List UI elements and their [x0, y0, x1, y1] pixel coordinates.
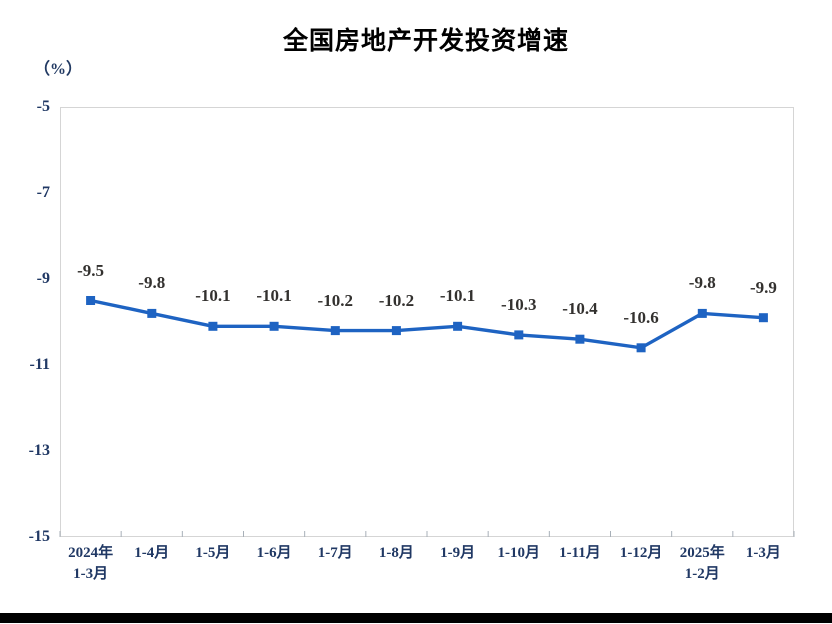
- data-point-label: -9.8: [688, 273, 716, 293]
- x-tick-label: 2024年 1-3月: [68, 545, 114, 582]
- series-marker: [697, 308, 707, 318]
- data-point-label: -10.2: [378, 290, 415, 310]
- x-tick-label: 1-4月: [134, 545, 170, 561]
- series-marker: [147, 308, 157, 318]
- series-line: [88, 298, 766, 350]
- data-point-label: -10.2: [317, 290, 353, 310]
- x-tick-label: 1-8月: [378, 545, 414, 561]
- y-axis-unit-label: （%）: [34, 61, 83, 78]
- y-tick-label: -15: [28, 528, 50, 545]
- data-point-label: -10.3: [501, 294, 537, 314]
- y-tick-label: -13: [28, 442, 50, 459]
- x-tick-label: 1-9月: [440, 545, 476, 561]
- series-marker: [453, 321, 463, 331]
- series-marker: [330, 326, 340, 336]
- x-tick-label: 1-11月: [559, 545, 601, 561]
- data-point-label: -10.1: [195, 286, 231, 306]
- series-marker: [86, 296, 96, 305]
- series-marker: [514, 330, 524, 340]
- y-tick-label: -5: [36, 98, 50, 115]
- series-marker: [575, 334, 585, 344]
- series-marker: [636, 343, 646, 353]
- x-tick-label: 1-3月: [745, 545, 781, 561]
- y-tick-label: -9: [36, 270, 50, 287]
- x-tick-label: 1-6月: [256, 545, 292, 561]
- x-tick-label: 1-12月: [619, 545, 663, 561]
- data-point-label: -9.9: [749, 277, 777, 297]
- data-point-label: -10.6: [623, 307, 659, 327]
- data-point-label: -10.4: [562, 299, 598, 319]
- x-tick-label: 1-10月: [497, 545, 541, 561]
- series-marker: [391, 326, 401, 336]
- series-marker: [758, 313, 768, 323]
- chart-title: 全国房地产开发投资增速: [282, 27, 569, 55]
- x-tick-label: 2025年 1-2月: [679, 545, 725, 582]
- y-tick-label: -11: [29, 356, 50, 373]
- x-tick-label: 1-7月: [317, 545, 353, 561]
- data-point-label: -10.1: [439, 286, 476, 306]
- data-point-label: -10.1: [256, 286, 292, 306]
- x-tick-label: 1-5月: [195, 545, 231, 561]
- series-marker: [269, 321, 279, 331]
- data-point-label: -9.5: [77, 260, 105, 280]
- bottom-divider-bar: [0, 613, 832, 623]
- series-marker: [208, 321, 218, 331]
- data-point-label: -9.8: [138, 273, 166, 293]
- plot-area: [60, 107, 794, 537]
- y-tick-label: -7: [36, 184, 50, 201]
